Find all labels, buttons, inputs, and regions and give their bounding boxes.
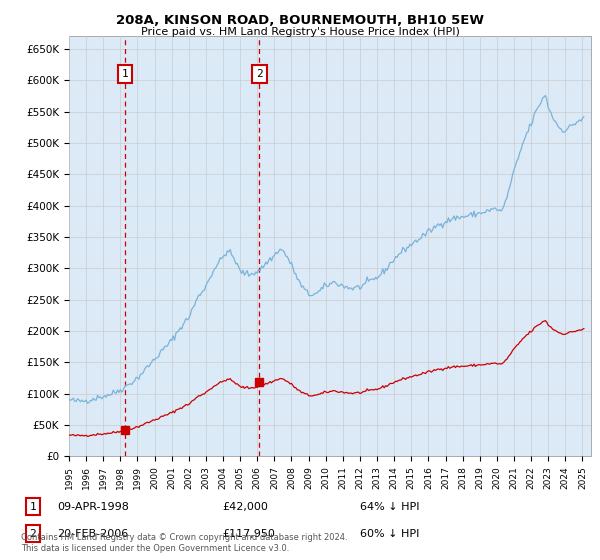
Text: 208A, KINSON ROAD, BOURNEMOUTH, BH10 5EW: 208A, KINSON ROAD, BOURNEMOUTH, BH10 5EW (116, 14, 484, 27)
Text: 2: 2 (29, 529, 37, 539)
Text: 2: 2 (256, 69, 263, 79)
Text: Contains HM Land Registry data © Crown copyright and database right 2024.
This d: Contains HM Land Registry data © Crown c… (21, 533, 347, 553)
Text: 09-APR-1998: 09-APR-1998 (57, 502, 129, 512)
Text: 1: 1 (122, 69, 128, 79)
Bar (125, 36, 259, 456)
Text: 1: 1 (29, 502, 37, 512)
Text: 60% ↓ HPI: 60% ↓ HPI (360, 529, 419, 539)
Text: £117,950: £117,950 (222, 529, 275, 539)
Text: 20-FEB-2006: 20-FEB-2006 (57, 529, 128, 539)
Text: £42,000: £42,000 (222, 502, 268, 512)
Text: 64% ↓ HPI: 64% ↓ HPI (360, 502, 419, 512)
Text: Price paid vs. HM Land Registry's House Price Index (HPI): Price paid vs. HM Land Registry's House … (140, 27, 460, 37)
